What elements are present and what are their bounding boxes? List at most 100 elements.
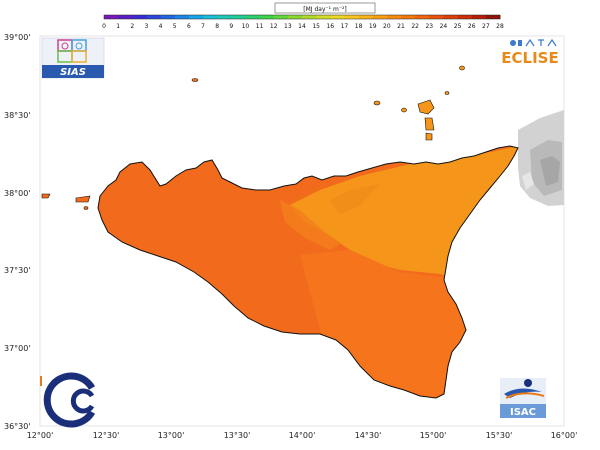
latitude-label: 37°00' bbox=[4, 344, 31, 353]
colorbar-swatch bbox=[344, 15, 359, 19]
colorbar-tick-label: 10 bbox=[242, 23, 250, 30]
colorbar-tick-label: 15 bbox=[312, 23, 320, 30]
colorbar-swatches bbox=[104, 15, 501, 19]
panarea-island bbox=[444, 91, 450, 95]
colorbar-tick-label: 26 bbox=[468, 23, 476, 30]
eclise-logo-text: ECLISE bbox=[501, 49, 558, 67]
colorbar-swatch bbox=[401, 15, 416, 19]
colorbar-unit-box bbox=[274, 2, 376, 14]
colorbar-tick-label: 7 bbox=[201, 23, 205, 30]
colorbar: [MJ day⁻¹ m⁻²] 0 1 2 3 4 5 6 7 8 9 10 11 12 13 14 15 16 1… bbox=[102, 2, 504, 30]
colorbar-ticks: 0 1 2 3 4 5 6 7 8 9 10 11 12 13 14 15 16 17 18 19 20 21 22 23 24… bbox=[102, 23, 504, 30]
longitude-label: 13°00' bbox=[158, 431, 185, 440]
colorbar-swatch bbox=[330, 15, 345, 19]
salina-island bbox=[417, 99, 435, 115]
colorbar-tick-label: 28 bbox=[496, 23, 504, 30]
colorbar-swatch bbox=[386, 15, 402, 19]
colorbar-tick-label: 20 bbox=[383, 23, 391, 30]
colorbar-tick-label: 11 bbox=[256, 23, 264, 30]
colorbar-swatch bbox=[302, 15, 317, 19]
colorbar-tick-label: 18 bbox=[355, 23, 363, 30]
colorbar-tick-label: 14 bbox=[298, 23, 306, 30]
latitude-label: 39°00' bbox=[4, 33, 31, 42]
latitude-label: 38°30' bbox=[4, 111, 31, 120]
colorbar-tick-label: 5 bbox=[173, 23, 177, 30]
colorbar-swatch bbox=[287, 15, 303, 19]
colorbar-swatch bbox=[443, 15, 458, 19]
colorbar-swatch bbox=[203, 15, 218, 19]
latitude-label: 38°00' bbox=[4, 189, 31, 198]
eclise-logo: ECLISE bbox=[501, 38, 559, 67]
longitude-label: 12°00' bbox=[27, 431, 54, 440]
latitude-label: 36°30' bbox=[4, 422, 31, 431]
colorbar-tick-label: 8 bbox=[215, 23, 219, 30]
levanzo-island bbox=[83, 206, 89, 210]
latitude-labels: 39°00' 38°30' 38°00' 37°30' 37°00' 36°30' bbox=[4, 33, 31, 431]
colorbar-swatch bbox=[132, 15, 147, 19]
colorbar-swatch bbox=[372, 15, 388, 19]
isac-logo-text: ISAC bbox=[510, 407, 536, 418]
colorbar-tick-label: 22 bbox=[411, 23, 419, 30]
colorbar-swatch bbox=[231, 15, 246, 19]
colorbar-tick-label: 6 bbox=[187, 23, 191, 30]
colorbar-swatch bbox=[457, 15, 473, 19]
colorbar-tick-label: 16 bbox=[326, 23, 334, 30]
colorbar-swatch bbox=[429, 15, 444, 19]
stromboli-island bbox=[459, 65, 465, 71]
colorbar-swatch bbox=[146, 15, 161, 19]
colorbar-tick-label: 13 bbox=[284, 23, 292, 30]
colorbar-tick-label: 9 bbox=[229, 23, 233, 30]
longitude-label: 15°30' bbox=[486, 431, 513, 440]
colorbar-tick-label: 12 bbox=[270, 23, 278, 30]
colorbar-swatch bbox=[259, 15, 275, 19]
longitude-label: 14°30' bbox=[355, 431, 382, 440]
longitude-label: 16°00' bbox=[551, 431, 578, 440]
longitude-label: 15°00' bbox=[420, 431, 447, 440]
transition-zone bbox=[280, 200, 340, 250]
colorbar-swatch bbox=[485, 15, 501, 19]
colorbar-tick-label: 4 bbox=[159, 23, 163, 30]
colorbar-swatch bbox=[104, 15, 119, 19]
colorbar-tick-label: 0 bbox=[102, 23, 106, 30]
lipari-island bbox=[424, 117, 435, 131]
colorbar-tick-label: 3 bbox=[145, 23, 149, 30]
colorbar-swatch bbox=[415, 15, 430, 19]
colorbar-tick-label: 19 bbox=[369, 23, 377, 30]
sicily-coastline bbox=[97, 145, 519, 399]
etna-shade-zone bbox=[330, 184, 380, 215]
colorbar-swatch bbox=[471, 15, 487, 19]
longitude-label: 14°00' bbox=[289, 431, 316, 440]
colorbar-tick-label: 27 bbox=[482, 23, 490, 30]
small-islands bbox=[41, 65, 465, 210]
colorbar-swatch bbox=[160, 15, 176, 19]
filicudi-island bbox=[401, 107, 407, 113]
longitude-labels: 12°00' 12°30' 13°00' 13°30' 14°00' 14°30' 15°0… bbox=[27, 431, 578, 440]
alicudi-island bbox=[373, 100, 381, 106]
cnr-logo bbox=[40, 372, 96, 428]
longitude-label: 12°30' bbox=[93, 431, 120, 440]
colorbar-tick-label: 17 bbox=[341, 23, 349, 30]
sias-logo-text: SIAS bbox=[60, 67, 86, 78]
calabria-terrain bbox=[518, 110, 564, 206]
longitude-label: 13°30' bbox=[224, 431, 251, 440]
ustica-island bbox=[191, 78, 199, 82]
colorbar-swatch bbox=[217, 15, 232, 19]
colorbar-swatch bbox=[273, 15, 289, 19]
colorbar-tick-label: 1 bbox=[116, 23, 120, 30]
colorbar-border bbox=[103, 14, 501, 20]
isac-logo: ISAC bbox=[500, 378, 546, 418]
colorbar-swatch bbox=[188, 15, 204, 19]
colorbar-swatch bbox=[316, 15, 331, 19]
colorbar-tick-label: 2 bbox=[130, 23, 134, 30]
marettimo-island bbox=[41, 193, 51, 199]
colorbar-tick-label: 25 bbox=[454, 23, 462, 30]
favignana-island bbox=[75, 195, 91, 203]
colorbar-tick-label: 24 bbox=[440, 23, 448, 30]
map-border bbox=[39, 35, 565, 427]
colorbar-swatch bbox=[118, 15, 133, 19]
sicily-island bbox=[97, 145, 519, 399]
colorbar-swatch bbox=[174, 15, 190, 19]
colorbar-unit-label: [MJ day⁻¹ m⁻²] bbox=[303, 6, 346, 13]
latitude-label: 37°30' bbox=[4, 266, 31, 275]
